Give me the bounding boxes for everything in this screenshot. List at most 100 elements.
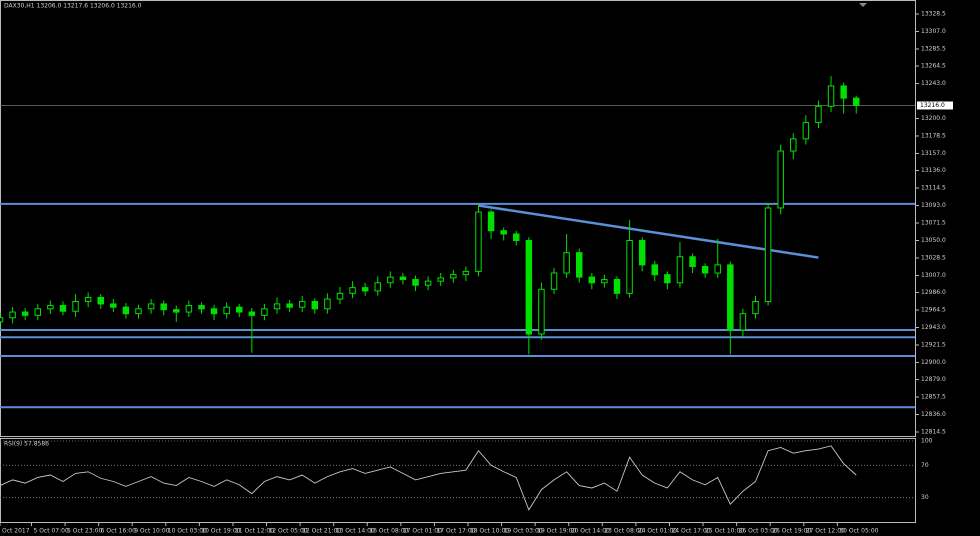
candle-body — [110, 303, 117, 308]
current-price-box — [917, 101, 953, 110]
x-tick-label: 27 Oct 12:00 — [806, 528, 845, 535]
candle-body — [764, 207, 772, 302]
x-tick-label: 17 Oct 17:00 — [436, 528, 475, 535]
candle-body — [424, 280, 432, 286]
x-tick-label: 26 Oct 19:00 — [772, 528, 811, 535]
x-tick-label: 19 Oct 03:00 — [504, 528, 543, 535]
candle-body — [198, 305, 205, 310]
y-tick-label: 13285.5 — [921, 45, 946, 52]
candle-body — [525, 239, 533, 335]
candle-body — [97, 296, 104, 305]
y-tick-label: 13050.0 — [921, 237, 946, 244]
y-tick-label: 12900.0 — [921, 359, 946, 366]
y-tick-label: 13157.0 — [921, 150, 946, 157]
candle-body — [651, 264, 658, 276]
candle-body — [173, 309, 180, 313]
y-tick-label: 13007.0 — [921, 272, 946, 279]
y-tick-label: 12836.0 — [921, 411, 946, 418]
candle-body — [613, 279, 621, 294]
x-tick-label: 6 Oct 16:00 — [101, 528, 136, 535]
candle-body — [399, 276, 407, 281]
candle-body — [324, 298, 331, 310]
candle-body — [147, 303, 155, 310]
y-tick-label: 13307.0 — [921, 28, 946, 35]
candle-body — [311, 300, 319, 310]
candle-body — [21, 311, 29, 316]
y-tick-label: 13200.0 — [921, 115, 946, 122]
candle-body — [0, 317, 4, 323]
x-tick-label: 11 Oct 12:00 — [235, 528, 274, 535]
y-tick-label: 13243.0 — [921, 80, 946, 87]
candle-body — [601, 279, 608, 284]
y-tick-label: 12814.5 — [921, 429, 946, 436]
main-frame — [0, 0, 916, 437]
x-tick-label: 19 Oct 19:00 — [537, 528, 576, 535]
candle-body — [47, 305, 54, 310]
scroll-icon[interactable] — [859, 3, 867, 7]
x-tick-label: 9 Oct 10:00 — [134, 528, 169, 535]
candle-body — [462, 270, 470, 276]
candle-body — [236, 306, 243, 313]
candle-body — [450, 274, 457, 279]
y-tick-label: 100 — [921, 438, 933, 445]
x-tick-label: 20 Oct 14:00 — [571, 528, 610, 535]
y-tick-label: 12964.5 — [921, 307, 946, 314]
x-tick-label: 23 Oct 08:00 — [604, 528, 643, 535]
x-tick-label: 18 Oct 10:00 — [470, 528, 509, 535]
candle-body — [638, 239, 646, 266]
candle-body — [72, 300, 79, 312]
chart-title: DAX30,H1 13206.0 13217.6 13206.0 13216.0 — [4, 3, 142, 10]
x-tick-label: 12 Oct 05:00 — [269, 528, 308, 535]
candle-body — [790, 138, 797, 152]
candle-body — [135, 308, 142, 315]
y-tick-label: 13093.0 — [921, 202, 946, 209]
y-tick-label: 13136.0 — [921, 167, 946, 174]
candle-body — [500, 230, 507, 235]
trend-line — [478, 204, 819, 259]
candle-body — [575, 252, 583, 278]
x-tick-label: 25 Oct 10:00 — [705, 528, 744, 535]
candle-body — [676, 256, 684, 284]
candle-body — [374, 282, 381, 292]
candle-body — [487, 211, 495, 232]
candle-body — [626, 239, 633, 294]
x-tick-label: 12 Oct 21:00 — [302, 528, 341, 535]
y-tick-label: 12879.0 — [921, 376, 946, 383]
candle-body — [84, 296, 92, 302]
candle-body — [739, 313, 747, 331]
candle-body — [9, 311, 16, 319]
candle-body — [475, 211, 482, 272]
x-tick-label: 16 Oct 08:00 — [369, 528, 408, 535]
y-tick-label: 12986.0 — [921, 289, 946, 296]
candle-body — [361, 287, 369, 292]
candle-body — [840, 85, 847, 99]
candle-body — [248, 311, 256, 316]
candle-body — [815, 105, 822, 124]
y-tick-label: 30 — [921, 494, 929, 501]
rsi-line — [0, 445, 857, 511]
candle-body — [412, 279, 419, 286]
candle-body — [437, 277, 444, 282]
candle-body — [273, 303, 281, 310]
candle-body — [34, 308, 42, 316]
x-tick-label: 10 Oct 19:00 — [201, 528, 240, 535]
candle-body — [349, 287, 356, 294]
candle-body — [802, 122, 810, 140]
candle-body — [853, 97, 860, 106]
candle-body — [185, 305, 193, 313]
candle-body — [286, 303, 293, 308]
candle-body — [59, 305, 67, 312]
x-tick-label: 24 Oct 17:00 — [671, 528, 710, 535]
x-tick-label: 10 Oct 03:00 — [168, 528, 207, 535]
x-tick-label: 13 Oct 14:00 — [336, 528, 375, 535]
y-tick-label: 13264.5 — [921, 63, 946, 70]
y-tick-label: 12857.5 — [921, 394, 946, 401]
y-tick-label: 13328.5 — [921, 10, 946, 17]
x-tick-label: 5 Oct 23:00 — [67, 528, 102, 535]
candle-body — [689, 256, 696, 268]
y-tick-label: 12943.0 — [921, 324, 946, 331]
y-tick-label: 13178.5 — [921, 132, 946, 139]
candle-body — [298, 300, 306, 308]
